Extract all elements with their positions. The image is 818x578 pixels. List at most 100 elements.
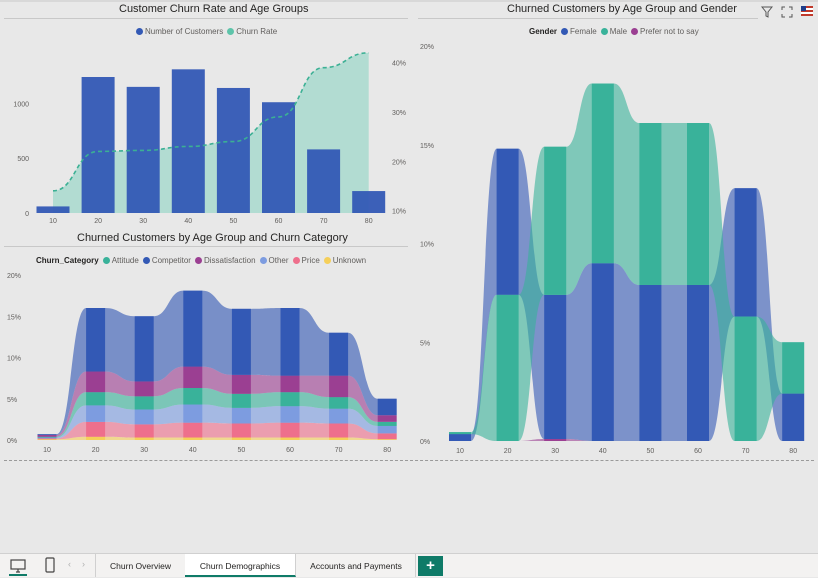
stack-segment-competitor: [231, 308, 251, 375]
stack-segment-unknown: [280, 437, 300, 440]
stack-segment-other: [134, 409, 154, 425]
x-tick-label: 20: [94, 218, 102, 225]
legend-label: Number of Customers: [145, 27, 224, 36]
tab-churn-overview[interactable]: Churn Overview: [95, 554, 186, 577]
stack-segment-dissatisfaction: [377, 415, 397, 422]
chart3-title-rule: [418, 18, 758, 19]
stack-segment-male: [591, 83, 614, 264]
stack-segment-dissatisfaction: [37, 435, 57, 437]
x-tick-label: 30: [139, 218, 147, 225]
ribbon-prefer-not-to-say: [449, 439, 805, 441]
y-tick-label: 5%: [420, 340, 430, 347]
x-tick-label: 30: [140, 447, 148, 454]
stack-segment-female: [449, 434, 471, 441]
y-tick-label: 5%: [7, 397, 17, 404]
y2-tick-label: 40%: [392, 61, 406, 68]
y-tick-label: 0: [25, 211, 29, 218]
stack-segment-competitor: [183, 290, 203, 367]
top-strip: [0, 0, 818, 2]
legend-label: Unknown: [332, 256, 367, 265]
more-options-icon[interactable]: [801, 6, 813, 16]
stack-segment-attitude: [37, 436, 57, 438]
chart2-title: Churned Customers by Age Group and Churn…: [77, 232, 348, 244]
x-tick-label: 10: [43, 447, 51, 454]
legend-title: Gender: [529, 27, 558, 36]
legend-label: Prefer not to say: [640, 27, 699, 36]
focus-mode-icon[interactable]: [781, 6, 793, 18]
stack-segment-attitude: [280, 392, 300, 407]
x-tick-label: 20: [92, 447, 100, 454]
stack-segment-dissatisfaction: [280, 375, 300, 393]
y-tick-label: 10%: [420, 242, 434, 249]
stack-segment-price: [377, 433, 397, 440]
legend-item-attitude: Attitude: [102, 256, 139, 265]
customer-count-bar: [307, 149, 341, 213]
stack-segment-dissatisfaction: [183, 366, 203, 389]
stack-segment-unknown: [231, 437, 251, 440]
x-tick-label: 80: [789, 448, 797, 455]
legend-label: Dissatisfaction: [203, 256, 256, 265]
legend-dot: [323, 257, 331, 264]
ribbon-female: [449, 148, 805, 441]
stack-segment-female: [591, 263, 614, 441]
legend-item-other: Other: [259, 256, 289, 265]
stack-segment-attitude: [134, 396, 154, 410]
mobile-view-icon[interactable]: [45, 557, 55, 573]
stack-segment-male: [496, 294, 519, 441]
stack-segment-other: [183, 404, 203, 423]
page-tab-bar: ‹ › Churn Overview Churn Demographics Ac…: [0, 553, 818, 577]
legend-dot: [142, 257, 150, 264]
stack-segment-dissatisfaction: [329, 375, 349, 398]
stack-segment-competitor: [280, 308, 300, 376]
y2-tick-label: 10%: [392, 209, 406, 216]
x-tick-label: 80: [365, 218, 373, 225]
tab-churn-demographics[interactable]: Churn Demographics: [185, 554, 296, 577]
legend-item-customers: Number of Customers: [136, 27, 223, 36]
stack-segment-price: [134, 424, 154, 438]
customer-count-bar: [216, 87, 250, 213]
legend-item-churn-rate: Churn Rate: [227, 27, 277, 36]
legend-label: Male: [609, 27, 628, 36]
tab-accounts-and-payments[interactable]: Accounts and Payments: [297, 554, 416, 577]
stack-segment-attitude: [377, 421, 397, 426]
ribbon-unknown: [37, 436, 397, 440]
legend-item-male: Male: [600, 27, 628, 36]
stack-segment-competitor: [377, 398, 397, 416]
x-tick-label: 50: [238, 447, 246, 454]
x-tick-label: 60: [286, 447, 294, 454]
filter-icon[interactable]: [761, 6, 773, 18]
next-page-icon[interactable]: ›: [82, 559, 85, 569]
customer-count-bar: [81, 77, 115, 213]
stack-segment-attitude: [183, 388, 203, 405]
stack-segment-competitor: [37, 434, 57, 436]
x-tick-label: 70: [335, 447, 343, 454]
x-tick-label: 40: [184, 218, 192, 225]
stack-segment-unknown: [377, 439, 397, 440]
stack-segment-female: [734, 188, 757, 317]
desktop-view-icon[interactable]: [10, 559, 26, 573]
stack-segment-male: [734, 316, 757, 441]
legend-label: Churn Rate: [236, 27, 278, 36]
legend-item-female: Female: [561, 27, 597, 36]
legend-dot: [292, 257, 300, 264]
legend-label: Price: [301, 256, 320, 265]
stack-segment-other: [377, 425, 397, 434]
legend-item-prefer-not: Prefer not to say: [631, 27, 699, 36]
chart2-legend: Churn_Category Attitude Competitor Dissa…: [36, 256, 370, 265]
y-tick-label: 15%: [420, 143, 434, 150]
chart3-legend: Gender Female Male Prefer not to say: [529, 27, 703, 36]
chart3-plot: 0% 5% 10% 15% 20% 10 20 30 40 50 60 70 80: [420, 44, 805, 455]
legend-label: Female: [570, 27, 597, 36]
stack-segment-male: [782, 342, 805, 394]
x-tick-label: 80: [383, 447, 391, 454]
stack-segment-price: [280, 422, 300, 438]
x-tick-label: 50: [647, 448, 655, 455]
add-page-button[interactable]: +: [418, 556, 443, 576]
ribbon-competitor: [37, 290, 397, 436]
chart1-title-rule: [4, 18, 408, 19]
y2-tick-label: 30%: [392, 110, 406, 117]
stack-segment-other: [280, 406, 300, 423]
stack-segment-unknown: [183, 437, 203, 440]
prev-page-icon[interactable]: ‹: [68, 559, 71, 569]
x-tick-label: 10: [49, 218, 57, 225]
